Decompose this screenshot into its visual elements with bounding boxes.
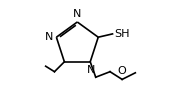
Text: N: N xyxy=(73,9,81,19)
Text: N: N xyxy=(87,65,96,75)
Text: SH: SH xyxy=(114,29,130,39)
Text: O: O xyxy=(118,66,127,76)
Text: N: N xyxy=(45,32,53,42)
